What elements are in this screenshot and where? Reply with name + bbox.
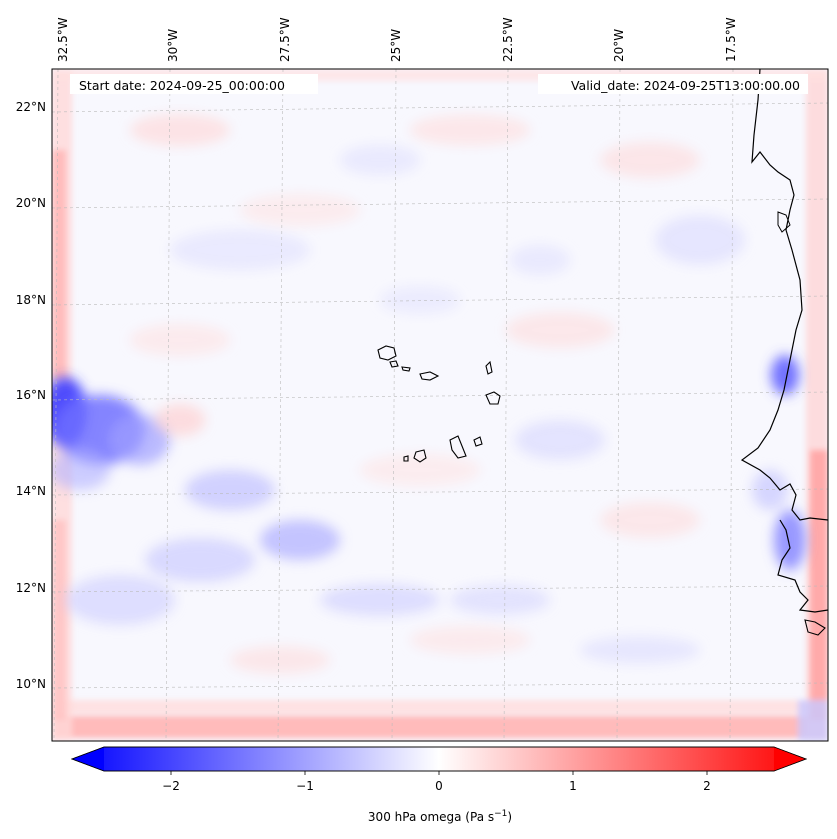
lat-label: 22°N [16,100,46,114]
lat-label: 10°N [16,677,46,691]
longitude-labels: 32.5°W 30°W 27.5°W 25°W 22.5°W 20°W 17.5… [56,17,738,62]
colorbar-tick-label: 2 [703,779,711,793]
lon-label: 30°W [166,29,180,62]
valid-date-label: Valid_date: 2024-09-25T13:00:00.00 [571,78,800,93]
start-date-label: Start date: 2024-09-25_00:00:00 [79,78,285,93]
negative-omega-patches [52,145,806,664]
omega-field: Start date: 2024-09-25_00:00:00 Valid_da… [52,69,828,741]
graticule [52,69,828,741]
lon-label: 32.5°W [56,17,70,62]
colorbar-tick-label: −2 [162,779,180,793]
colorbar-bar [70,746,808,772]
colorbar: −2 −1 0 1 2 300 hPa omega (Pa s−1) [70,746,808,824]
lat-label: 12°N [16,581,46,595]
lon-label: 27.5°W [278,17,292,62]
cape-verde-islands [377,345,501,463]
lon-label: 20°W [612,29,626,62]
latitude-labels: 22°N 20°N 18°N 16°N 14°N 12°N 10°N [16,100,46,691]
lon-label: 17.5°W [724,17,738,62]
valid-date-box [538,74,808,94]
lat-label: 14°N [16,484,46,498]
africa-coastline [740,69,828,521]
start-date-box [70,74,318,94]
colorbar-tick-label: 0 [435,779,443,793]
lon-label: 22.5°W [501,17,515,62]
colorbar-title: 300 hPa omega (Pa s−1) [368,809,512,824]
lat-label: 20°N [16,196,46,210]
lat-label: 18°N [16,293,46,307]
colorbar-tick-label: 1 [569,779,577,793]
lon-label: 25°W [389,29,403,62]
positive-omega-patches [130,114,700,674]
colorbar-extend-max [774,747,806,771]
map-frame [51,68,829,742]
colorbar-extend-min [72,747,104,771]
colorbar-tick-label: −1 [296,779,314,793]
lat-label: 16°N [16,388,46,402]
